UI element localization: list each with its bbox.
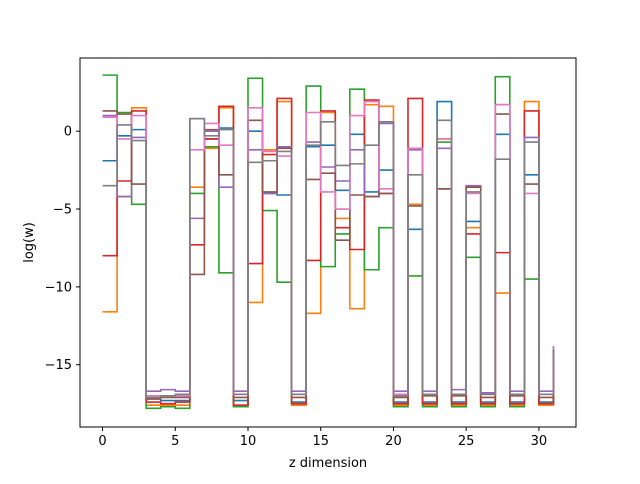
y-tick-label: −10: [45, 280, 72, 295]
x-tick-label: 5: [171, 434, 179, 449]
y-axis-label: log(w): [22, 222, 37, 263]
x-axis-label: z dimension: [289, 456, 367, 471]
plot-frame: [79, 57, 577, 428]
y-tick-label: −15: [45, 358, 72, 373]
y-axis: 0 −5 −10 −15: [45, 125, 80, 373]
y-tick-label: −5: [53, 203, 72, 218]
x-tick-label: 25: [458, 434, 475, 449]
x-tick-label: 15: [312, 434, 329, 449]
x-tick-label: 20: [385, 434, 402, 449]
y-tick-label: 0: [64, 125, 72, 140]
x-axis: 0 5 10 15 20 25 30: [98, 427, 547, 449]
series-group: [102, 74, 555, 410]
x-tick-label: 30: [531, 434, 548, 449]
series-line-8: [102, 117, 555, 399]
x-tick-label: 10: [240, 434, 257, 449]
x-tick-label: 0: [98, 434, 106, 449]
